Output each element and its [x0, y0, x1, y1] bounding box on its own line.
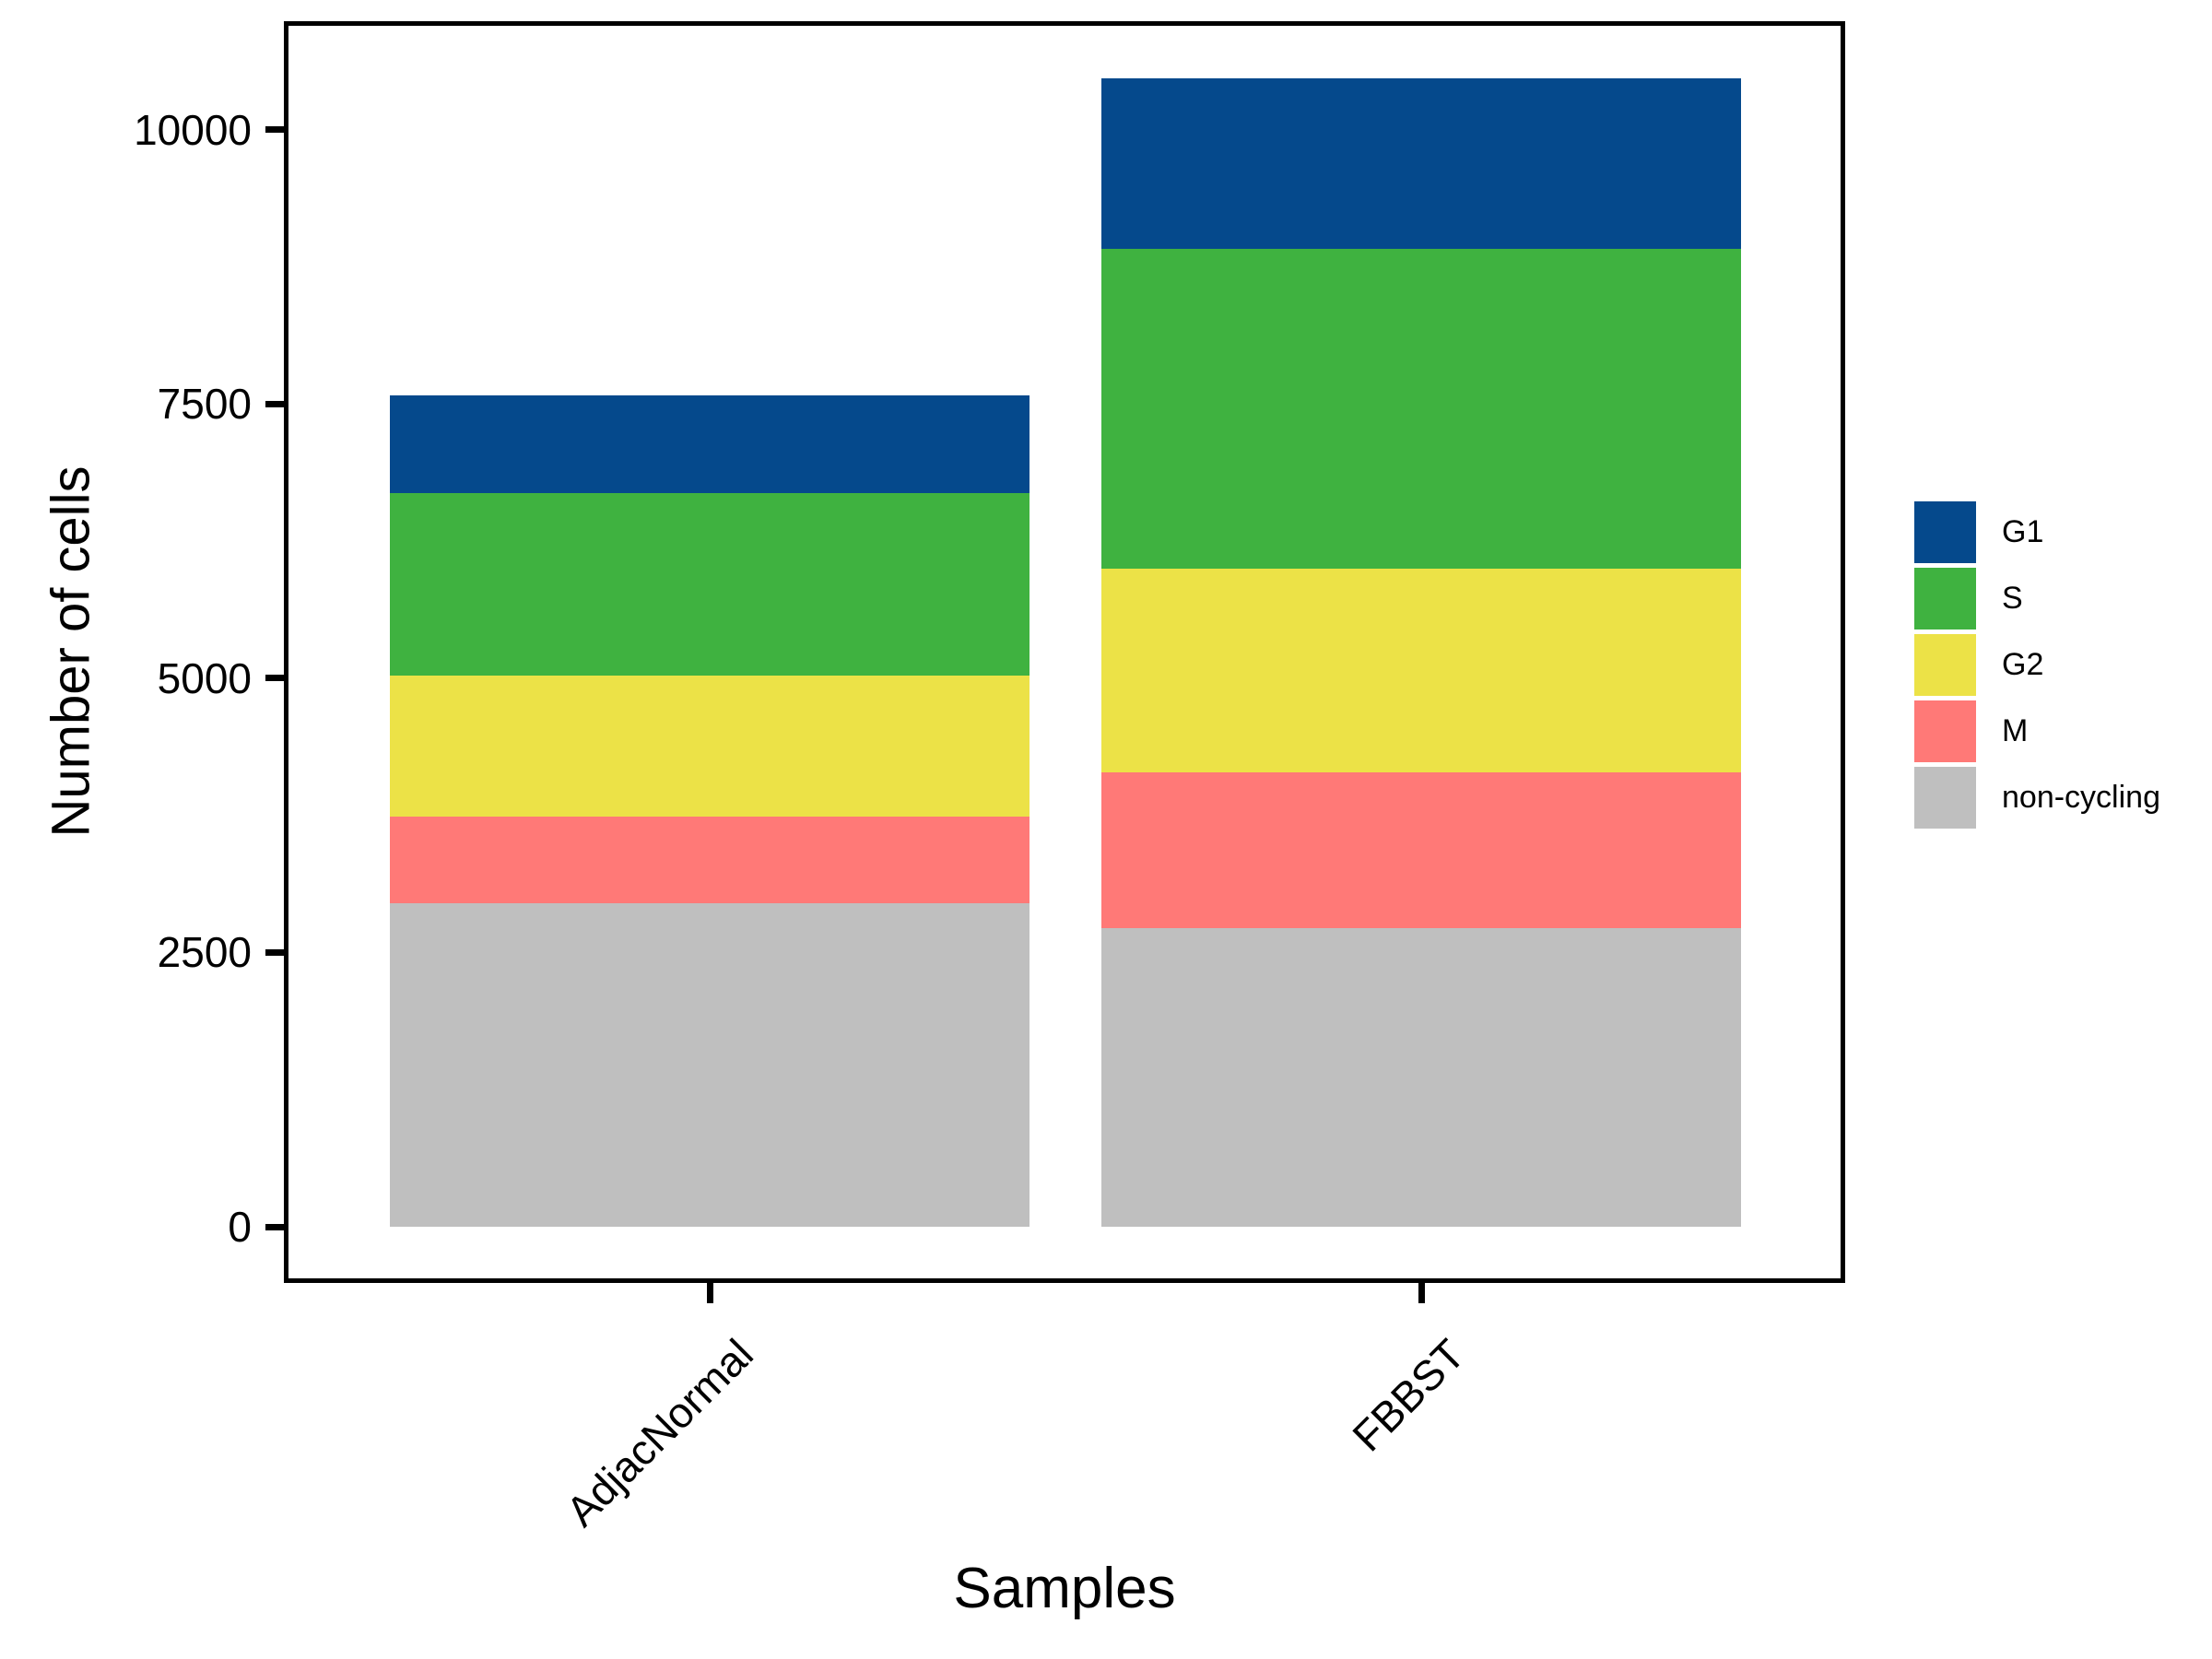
bar-FBBST-segment-M	[1101, 772, 1741, 929]
y-tick-label-10000: 10000	[134, 105, 252, 154]
legend-label-G1: G1	[2002, 514, 2044, 549]
bar-FBBST-segment-non-cycling	[1101, 928, 1741, 1227]
legend-swatch-G1	[1914, 501, 1976, 563]
y-axis-title: Number of cells	[41, 465, 101, 838]
bar-AdjacNormal-segment-M	[390, 816, 1030, 903]
legend-label-S: S	[2002, 581, 2023, 616]
y-tick-label-5000: 5000	[157, 653, 252, 702]
bar-FBBST-segment-G1	[1101, 77, 1741, 250]
x-tick-label-FBBST: FBBST	[1343, 1329, 1474, 1461]
y-tick-label-2500: 2500	[157, 928, 252, 977]
x-tick-mark-FBBST	[1418, 1283, 1425, 1303]
y-tick-mark-5000	[265, 675, 284, 682]
y-tick-mark-2500	[265, 948, 284, 956]
legend-swatch-G2	[1914, 634, 1976, 696]
y-tick-label-7500: 7500	[157, 380, 252, 429]
legend-swatch-S	[1914, 568, 1976, 629]
legend-label-M: M	[2002, 713, 2029, 748]
bar-AdjacNormal-segment-S	[390, 492, 1030, 677]
x-axis-title: Samples	[953, 1557, 1176, 1620]
legend-swatch-non-cycling	[1914, 767, 1976, 829]
x-tick-label-AdjacNormal: AdjacNormal	[556, 1329, 762, 1535]
bar-AdjacNormal-segment-G1	[390, 394, 1030, 493]
y-tick-mark-0	[265, 1223, 284, 1230]
y-tick-mark-10000	[265, 126, 284, 134]
x-tick-mark-AdjacNormal	[706, 1283, 713, 1303]
bar-FBBST-segment-S	[1101, 249, 1741, 569]
bar-AdjacNormal-segment-G2	[390, 676, 1030, 817]
legend-label-non-cycling: non-cycling	[2002, 780, 2160, 815]
bar-FBBST-segment-G2	[1101, 568, 1741, 773]
legend-label-G2: G2	[2002, 647, 2044, 682]
legend-swatch-M	[1914, 700, 1976, 762]
y-tick-mark-7500	[265, 400, 284, 407]
y-tick-label-0: 0	[228, 1203, 252, 1251]
bar-AdjacNormal-segment-non-cycling	[390, 902, 1030, 1227]
